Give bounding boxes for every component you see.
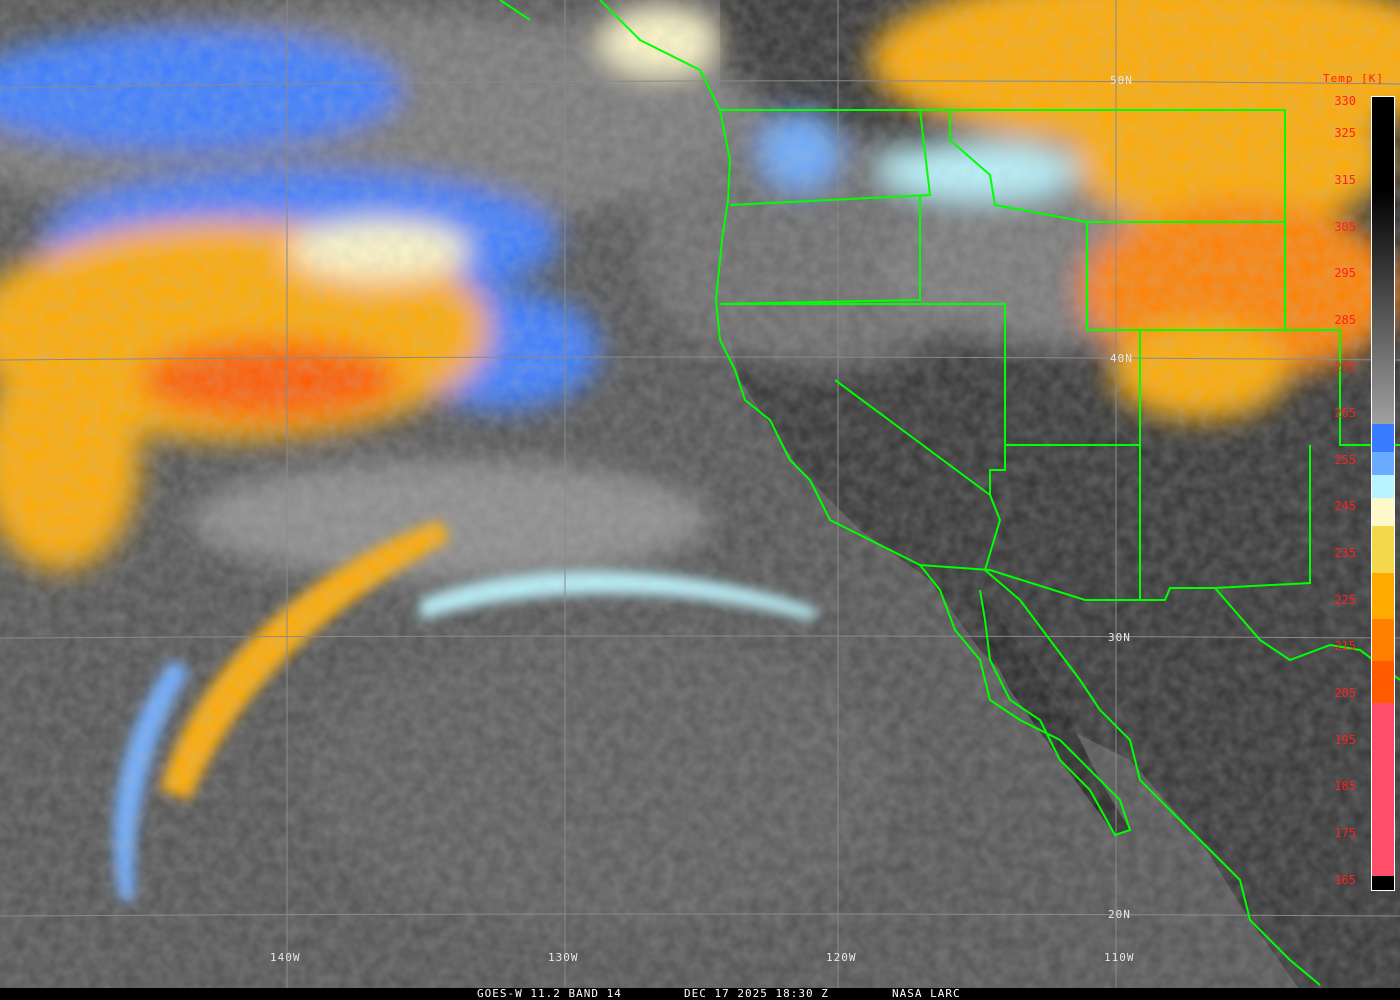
colorbar-tick-label: 255 <box>1334 452 1356 467</box>
colorbar-tick-label: 295 <box>1334 266 1356 281</box>
colorbar-segment <box>1372 498 1394 527</box>
colorbar-tick-label: 165 <box>1334 872 1356 887</box>
borders <box>499 0 1400 986</box>
colorbar-segment <box>1372 619 1394 662</box>
colorbar-tick-label: 185 <box>1334 779 1356 794</box>
lon-label-130w: 130W <box>548 951 579 964</box>
lon-label-110w: 110W <box>1104 951 1135 964</box>
colorbar-tick-label: 225 <box>1334 592 1356 607</box>
colorbar-tick-label: 275 <box>1334 359 1356 374</box>
colorbar-segment <box>1372 703 1394 876</box>
lat-label-20n: 20N <box>1108 908 1131 921</box>
colorbar-tick-label: 330 <box>1334 94 1356 108</box>
lon-label-120w: 120W <box>826 951 857 964</box>
colorbar-tick-label: 195 <box>1334 732 1356 747</box>
colorbar-tick-label: 205 <box>1334 686 1356 701</box>
band-label: GOES-W 11.2 BAND 14 <box>477 987 622 1000</box>
colorbar-title: Temp [K] <box>1323 72 1384 85</box>
datetime-label: DEC 17 2025 18:30 Z <box>684 987 829 1000</box>
colorbar-tick-label: 265 <box>1334 406 1356 421</box>
colorbar-segment <box>1372 190 1394 424</box>
colorbar-tick-label: 245 <box>1334 499 1356 514</box>
temperature-colorbar <box>1371 96 1395 891</box>
colorbar-segment <box>1372 526 1394 573</box>
colorbar-segment <box>1372 661 1394 704</box>
lon-label-140w: 140W <box>270 951 301 964</box>
colorbar-segment <box>1372 423 1394 452</box>
colorbar-segment <box>1372 474 1394 499</box>
colorbar-tick-label: 285 <box>1334 312 1356 327</box>
colorbar-tick-label: 175 <box>1334 826 1356 841</box>
source-label: NASA LARC <box>892 987 961 1000</box>
colorbar-segment <box>1372 451 1394 475</box>
lat-label-40n: 40N <box>1110 352 1133 365</box>
colorbar-segment <box>1372 97 1394 191</box>
colorbar-segment <box>1372 876 1394 890</box>
colorbar-tick-label: 325 <box>1334 126 1356 141</box>
colorbar-segment <box>1372 572 1394 620</box>
caption-bar: GOES-W 11.2 BAND 14 DEC 17 2025 18:30 Z … <box>0 988 1400 1000</box>
colorbar-tick-label: 305 <box>1334 219 1356 234</box>
colorbar-tick-label: 315 <box>1334 172 1356 187</box>
lat-label-30n: 30N <box>1108 631 1131 644</box>
colorbar-tick-label: 215 <box>1334 639 1356 654</box>
lat-label-50n: 50N <box>1110 74 1133 87</box>
colorbar-tick-label: 235 <box>1334 546 1356 561</box>
